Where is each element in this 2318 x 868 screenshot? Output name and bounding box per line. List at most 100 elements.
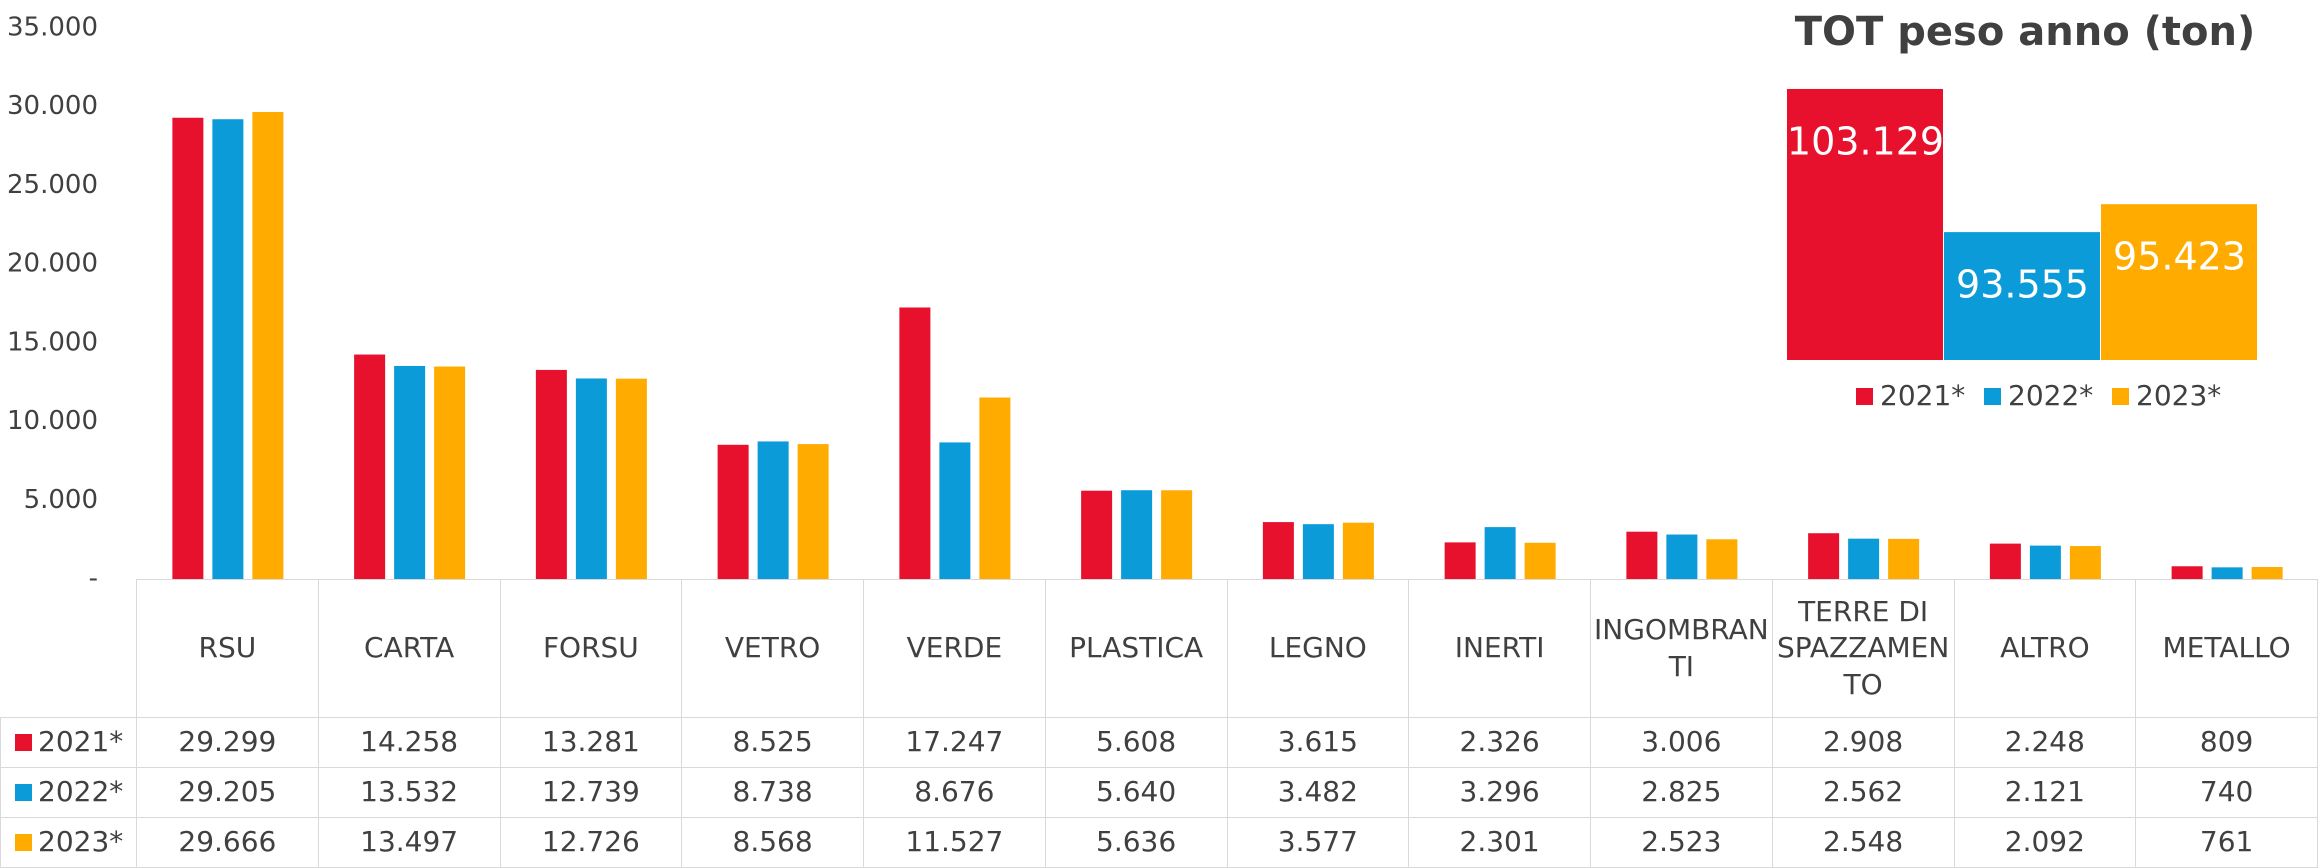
table-value: 2.908 <box>1772 718 1955 768</box>
table-value: 3.296 <box>1409 768 1591 818</box>
bar <box>1444 542 1476 579</box>
y-tick-label: 10.000 <box>7 406 98 436</box>
category-cell: RSU <box>137 579 319 718</box>
series-name: 2021* <box>38 725 124 759</box>
legend-label: 2021* <box>1880 379 1965 412</box>
bar <box>1989 543 2021 579</box>
legend-marker <box>1984 388 2001 405</box>
category-cell: FORSU <box>500 579 683 718</box>
bar <box>1524 542 1556 579</box>
bar <box>1666 534 1698 579</box>
bar <box>1706 539 1738 579</box>
table-value: 3.006 <box>1591 718 1773 768</box>
bar <box>2171 566 2203 579</box>
y-tick-label: 25.000 <box>7 170 98 200</box>
bar <box>252 111 284 579</box>
table-value: 29.299 <box>137 718 319 768</box>
legend-label: 2023* <box>2136 379 2221 412</box>
category-cell: ALTRO <box>1954 579 2137 718</box>
table-value: 761 <box>2136 818 2318 868</box>
bar <box>535 369 567 579</box>
bar <box>1302 524 1334 579</box>
bar <box>797 444 829 579</box>
bar <box>1342 522 1374 579</box>
table-value: 3.615 <box>1227 718 1410 768</box>
y-tick-label: 15.000 <box>7 327 98 357</box>
y-tick-label: 20.000 <box>7 249 98 279</box>
bar <box>1161 490 1193 579</box>
table-value: 17.247 <box>864 718 1046 768</box>
category-cell: TERRE DI SPAZZAMENTO <box>1772 579 1955 718</box>
bar <box>2211 567 2243 579</box>
bar <box>1081 490 1113 579</box>
total-bar <box>1787 88 1943 361</box>
table-value: 13.532 <box>318 768 501 818</box>
total-bar <box>1944 232 2100 360</box>
table-value: 3.577 <box>1227 818 1410 868</box>
y-tick-label: 30.000 <box>7 91 98 121</box>
bar <box>939 442 971 579</box>
category-cell: CARTA <box>318 579 501 718</box>
table-value: 8.738 <box>682 768 864 818</box>
bar <box>394 365 426 579</box>
table-value: 13.497 <box>318 818 501 868</box>
bar <box>212 119 244 579</box>
table-value: 2.523 <box>1591 818 1773 868</box>
bar <box>899 307 931 579</box>
y-tick-label: 35.000 <box>7 13 98 43</box>
table-value: 12.739 <box>500 768 683 818</box>
bar <box>1888 538 1920 579</box>
table-value: 2.825 <box>1591 768 1773 818</box>
table-value: 14.258 <box>318 718 501 768</box>
table-value: 5.636 <box>1045 818 1228 868</box>
category-cell: VERDE <box>864 579 1046 718</box>
series-label-cell: 2023* <box>0 818 137 868</box>
bar <box>1262 522 1294 579</box>
table-value: 2.092 <box>1954 818 2137 868</box>
bar <box>757 441 789 579</box>
table-value: 809 <box>2136 718 2318 768</box>
series-name: 2022* <box>38 775 124 809</box>
table-value: 2.548 <box>1772 818 1955 868</box>
category-cell: VETRO <box>682 579 864 718</box>
bar <box>1808 533 1840 579</box>
table-value: 2.121 <box>1954 768 2137 818</box>
table-header-left <box>0 579 137 718</box>
series-label-cell: 2021* <box>0 718 137 768</box>
table-value: 29.666 <box>137 818 319 868</box>
table-value: 5.640 <box>1045 768 1228 818</box>
bar <box>2029 545 2061 579</box>
legend-label: 2022* <box>2008 379 2093 412</box>
table-value: 11.527 <box>864 818 1046 868</box>
legend-marker <box>15 784 32 801</box>
table-value: 3.482 <box>1227 768 1410 818</box>
total-bar <box>2101 204 2257 360</box>
legend-marker <box>2112 388 2129 405</box>
bar <box>1121 490 1153 579</box>
series-label-cell: 2022* <box>0 768 137 818</box>
table-value: 12.726 <box>500 818 683 868</box>
table-value: 8.676 <box>864 768 1046 818</box>
table-value: 740 <box>2136 768 2318 818</box>
total-label: 103.129 <box>1787 119 1944 163</box>
bar <box>615 378 647 579</box>
bar <box>575 378 607 579</box>
table-value: 13.281 <box>500 718 683 768</box>
table-value: 29.205 <box>137 768 319 818</box>
inset-title: TOT peso anno (ton) <box>1795 9 2255 55</box>
category-cell: INERTI <box>1409 579 1591 718</box>
table-value: 8.525 <box>682 718 864 768</box>
table-value: 2.326 <box>1409 718 1591 768</box>
total-label: 93.555 <box>1956 263 2089 307</box>
bar <box>1848 538 1880 579</box>
series-name: 2023* <box>38 825 124 859</box>
legend-marker <box>15 834 32 851</box>
y-tick-label: - <box>89 564 98 594</box>
bar <box>717 444 749 579</box>
bar <box>354 354 386 579</box>
table-value: 5.608 <box>1045 718 1228 768</box>
category-cell: METALLO <box>2136 579 2318 718</box>
table-value: 2.562 <box>1772 768 1955 818</box>
